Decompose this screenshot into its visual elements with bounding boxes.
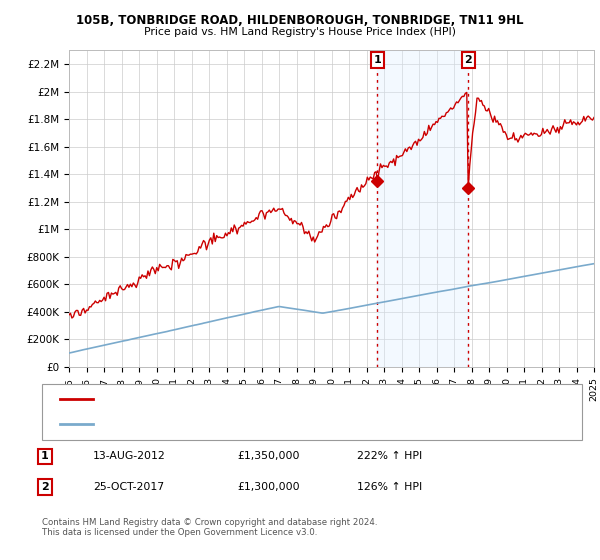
Text: 2: 2 (464, 55, 472, 65)
Text: 105B, TONBRIDGE ROAD, HILDENBOROUGH, TONBRIDGE, TN11 9HL: 105B, TONBRIDGE ROAD, HILDENBOROUGH, TON… (76, 14, 524, 27)
Text: 126% ↑ HPI: 126% ↑ HPI (357, 482, 422, 492)
Text: £1,300,000: £1,300,000 (237, 482, 299, 492)
Text: 13-AUG-2012: 13-AUG-2012 (93, 451, 166, 461)
Text: 105B, TONBRIDGE ROAD, HILDENBOROUGH, TONBRIDGE, TN11 9HL (detached house): 105B, TONBRIDGE ROAD, HILDENBOROUGH, TON… (102, 395, 510, 404)
Text: 2: 2 (41, 482, 49, 492)
Text: Contains HM Land Registry data © Crown copyright and database right 2024.
This d: Contains HM Land Registry data © Crown c… (42, 518, 377, 538)
Text: Price paid vs. HM Land Registry's House Price Index (HPI): Price paid vs. HM Land Registry's House … (144, 27, 456, 37)
Text: HPI: Average price, detached house, Tonbridge and Malling: HPI: Average price, detached house, Tonb… (102, 419, 382, 428)
Text: 25-OCT-2017: 25-OCT-2017 (93, 482, 164, 492)
Text: £1,350,000: £1,350,000 (237, 451, 299, 461)
Text: 1: 1 (41, 451, 49, 461)
Text: 1: 1 (373, 55, 381, 65)
Text: 222% ↑ HPI: 222% ↑ HPI (357, 451, 422, 461)
Bar (377, 50, 469, 367)
